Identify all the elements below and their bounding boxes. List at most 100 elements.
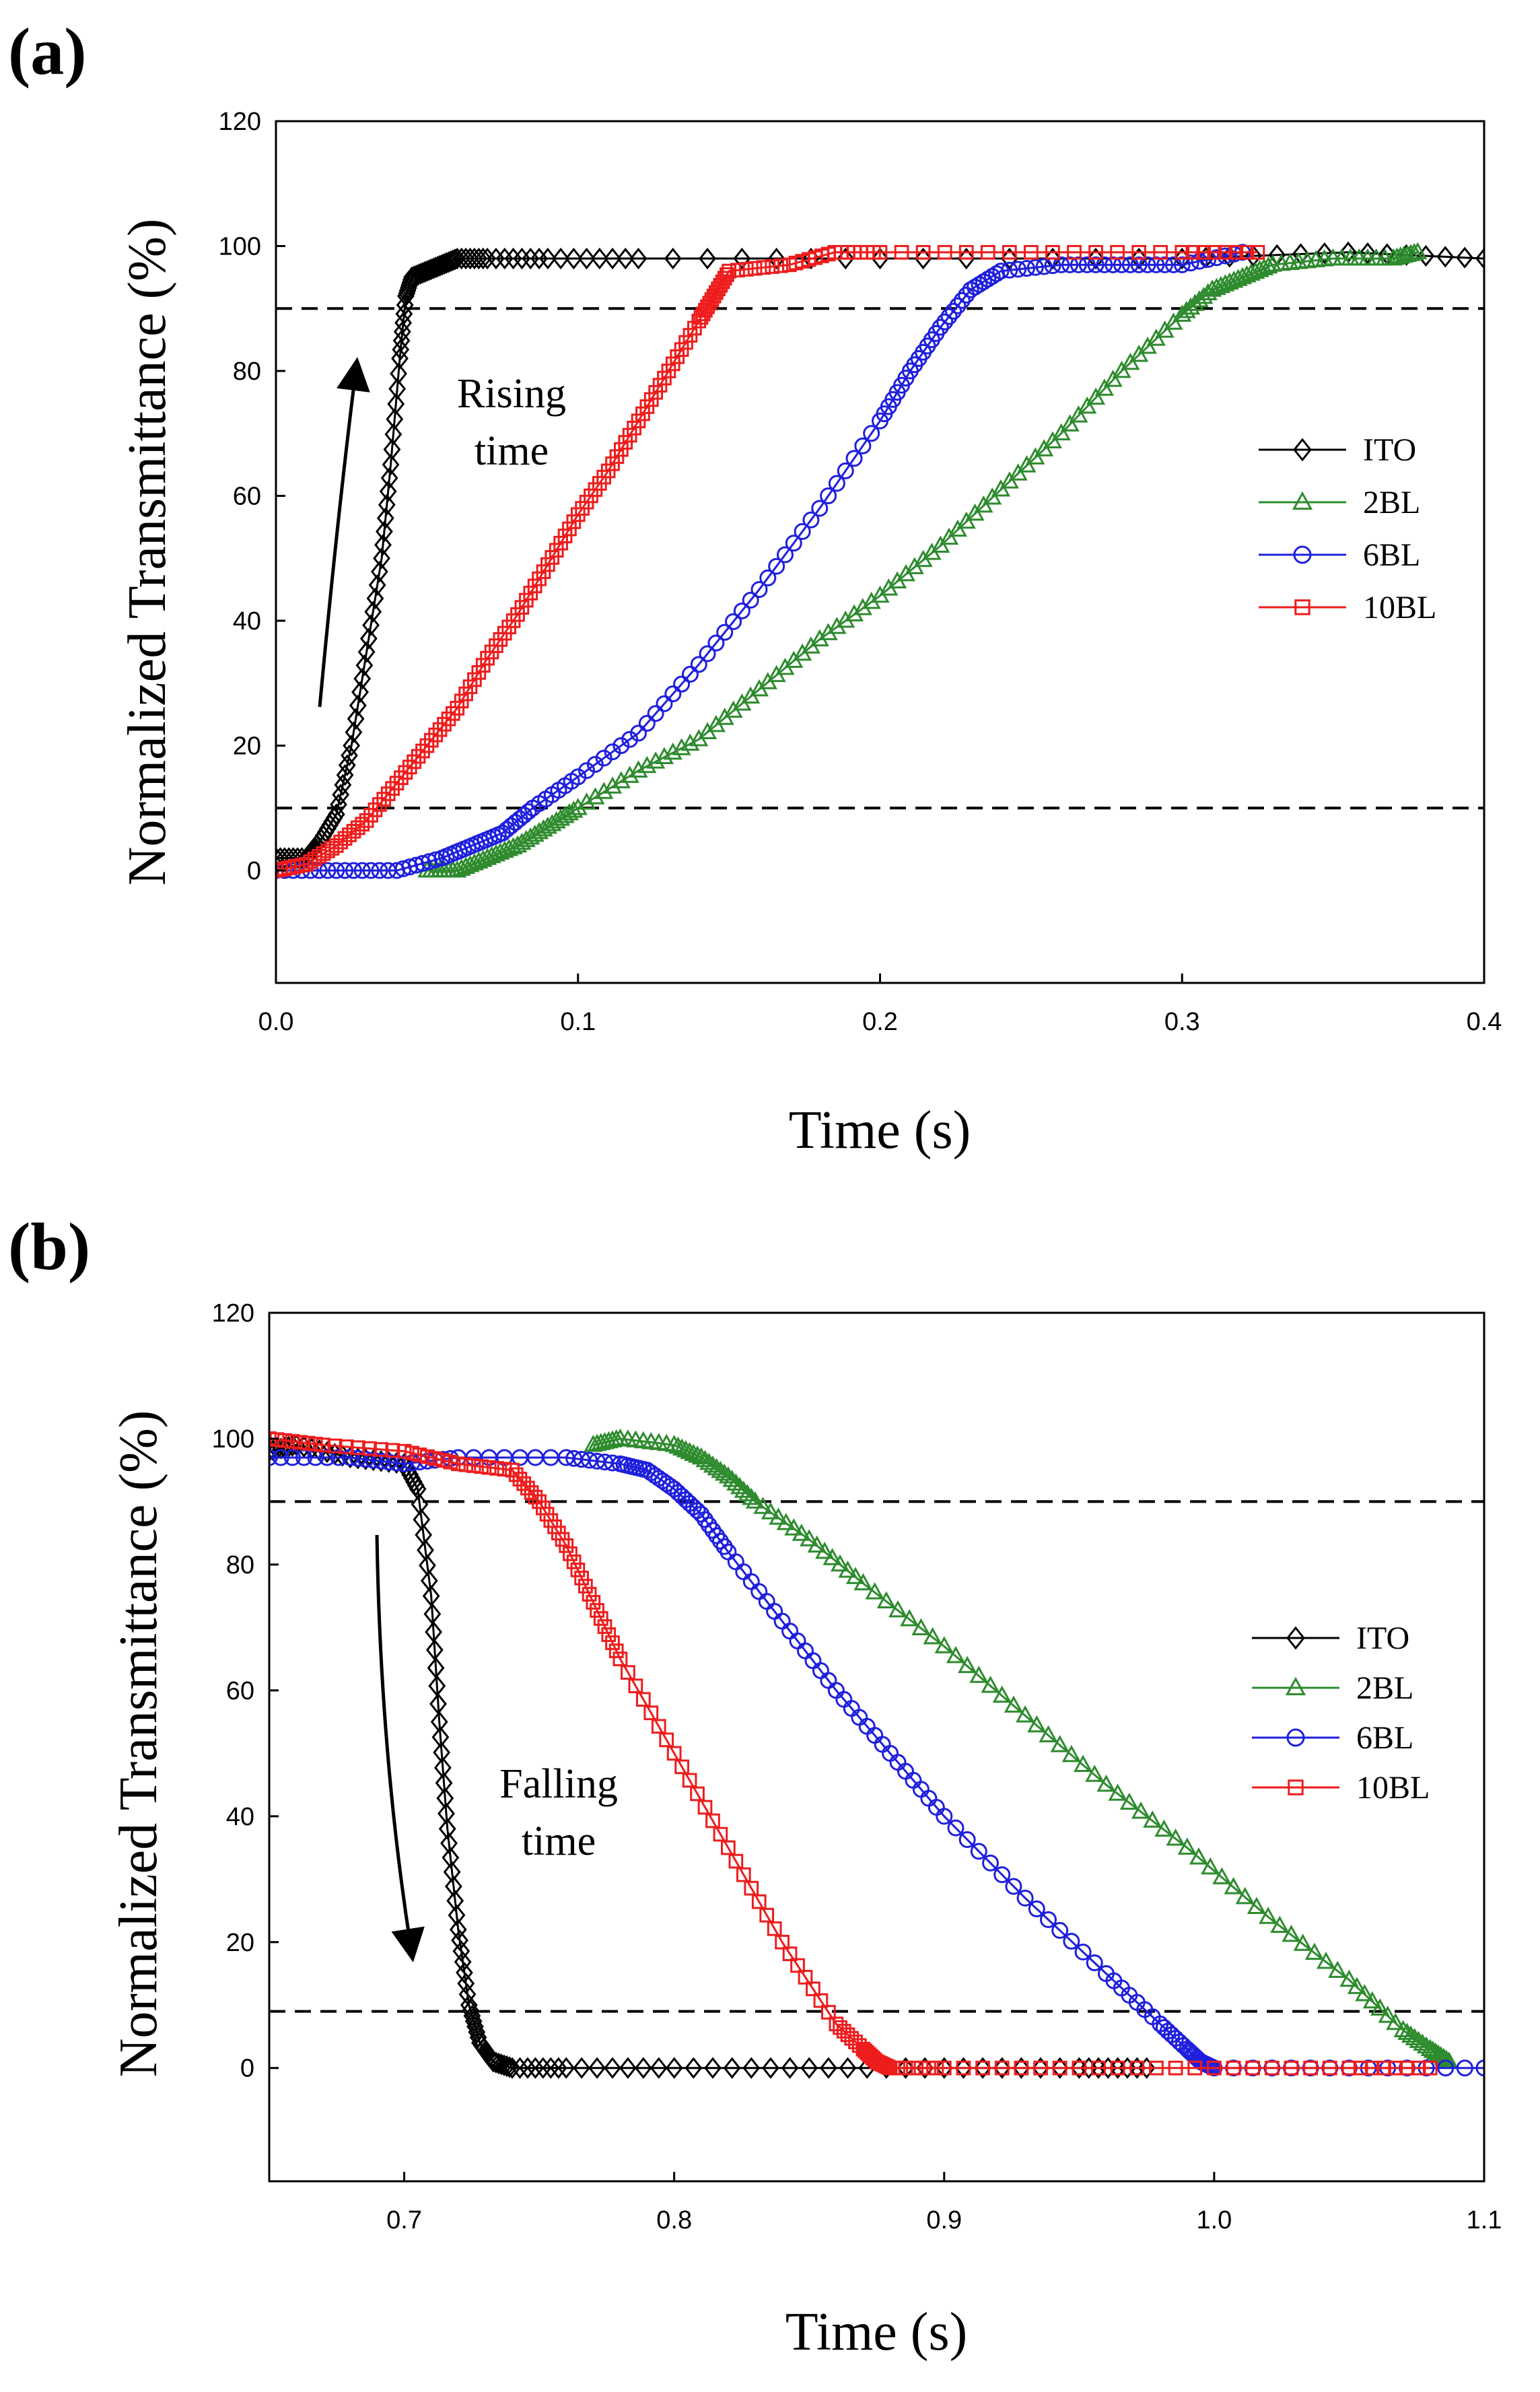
data-point	[1129, 2060, 1145, 2076]
data-point	[682, 1773, 697, 1788]
data-point	[811, 500, 829, 517]
panel-b-chart: (b) 0 20 40 60 80 100 120 0.7 0.8 0.9 1.0 1.1 Time…	[8, 1209, 1502, 2362]
data-point	[837, 462, 854, 479]
data-point	[380, 1451, 398, 1473]
data-point	[395, 303, 413, 325]
panel-b-y-axis-title: Normalized Transmittance (%)	[109, 1410, 168, 2078]
data-point	[574, 1571, 589, 1585]
data-point	[393, 320, 411, 343]
data-point	[980, 244, 995, 260]
data-point	[1270, 1915, 1290, 1934]
data-point	[674, 1759, 689, 1775]
data-point	[1189, 1847, 1209, 1865]
data-point	[602, 776, 623, 794]
data-point	[871, 247, 889, 270]
data-point	[750, 581, 768, 599]
data-point	[1087, 247, 1105, 270]
data-point	[1264, 2060, 1280, 2076]
data-point	[505, 1462, 520, 1478]
panel-a-y-ticks: 0 20 40 60 80 100 120	[219, 108, 285, 885]
data-point	[629, 760, 648, 778]
y-tick-label: 20	[233, 732, 261, 761]
data-point	[704, 2057, 722, 2079]
data-point	[593, 1611, 608, 1626]
data-point	[782, 1946, 798, 1961]
data-point	[663, 742, 682, 760]
data-point	[713, 1826, 728, 1842]
data-point	[680, 733, 700, 751]
panel-a-chart: (a) 0 20 40 60 80 100 120 0.0 0.1 0.2 0.3 0.4 Time…	[8, 14, 1502, 1160]
data-point	[1096, 256, 1113, 273]
data-point	[1044, 247, 1061, 270]
y-tick-label: 40	[233, 607, 261, 636]
data-point	[347, 708, 365, 730]
data-point	[915, 244, 931, 260]
legend-marker-2bl	[1292, 491, 1313, 510]
data-point	[362, 862, 380, 879]
data-point	[975, 2060, 990, 2076]
data-point	[612, 737, 630, 755]
data-point	[913, 2060, 929, 2076]
data-point	[388, 1451, 406, 1474]
data-point	[435, 1772, 453, 1794]
data-point	[384, 423, 403, 446]
data-point	[792, 1524, 811, 1541]
data-point	[1364, 2060, 1380, 2076]
panel-b-legend: ITO 2BL 6BL 10BL	[1252, 1620, 1430, 1806]
y-tick-label: 80	[226, 1551, 254, 1579]
data-point	[1362, 1991, 1382, 2009]
data-point	[1014, 2060, 1029, 2076]
data-point	[738, 1484, 757, 1502]
data-point	[666, 1746, 682, 1761]
legend-marker-ito	[1293, 438, 1312, 462]
data-point	[474, 1459, 489, 1474]
panel-a-reference-lines	[276, 307, 1484, 810]
data-point	[1316, 1951, 1336, 1969]
data-point	[1401, 2025, 1421, 2043]
data-point	[568, 798, 588, 815]
data-point	[586, 1595, 601, 1610]
data-point	[773, 258, 788, 273]
data-point	[1087, 256, 1105, 273]
data-point	[690, 656, 707, 673]
x-tick-label: 0.2	[862, 1008, 898, 1036]
data-point	[390, 362, 407, 385]
series-line-ito	[269, 1443, 1147, 2070]
data-point	[936, 1808, 953, 1825]
data-point	[300, 1435, 316, 1451]
data-point	[703, 1455, 723, 1473]
panel-b-annotation-line2: time	[522, 1818, 596, 1864]
data-point	[1207, 244, 1222, 260]
data-point	[512, 1472, 528, 1487]
data-point	[894, 244, 909, 260]
data-point	[1303, 2060, 1318, 2076]
data-point	[958, 1831, 976, 1849]
data-point	[396, 1443, 412, 1459]
data-point	[327, 1438, 343, 1454]
data-point	[392, 339, 410, 361]
data-point	[776, 1513, 796, 1530]
data-point	[498, 2055, 516, 2078]
panel-a-y-axis-title: Normalized Transmittance (%)	[118, 219, 177, 886]
data-point	[456, 1962, 473, 1984]
data-point	[588, 2057, 606, 2079]
data-point	[578, 1579, 593, 1594]
data-point	[721, 1840, 736, 1855]
data-point	[1397, 2022, 1417, 2040]
legend-marker-6bl	[1293, 545, 1312, 564]
data-point	[1239, 244, 1255, 260]
data-point	[821, 2005, 836, 2020]
data-point	[944, 302, 962, 320]
data-point	[283, 1449, 301, 1466]
data-point	[608, 1643, 624, 1658]
data-point	[559, 1538, 574, 1553]
panel-a-label: (a)	[8, 14, 87, 89]
data-point	[673, 675, 691, 693]
data-point	[1012, 2057, 1030, 2079]
data-point	[1052, 2060, 1068, 2076]
data-point	[807, 1535, 827, 1553]
data-point	[1032, 2057, 1049, 2079]
data-point	[1416, 2036, 1436, 2053]
data-point	[1322, 2060, 1337, 2076]
data-point	[914, 247, 932, 270]
